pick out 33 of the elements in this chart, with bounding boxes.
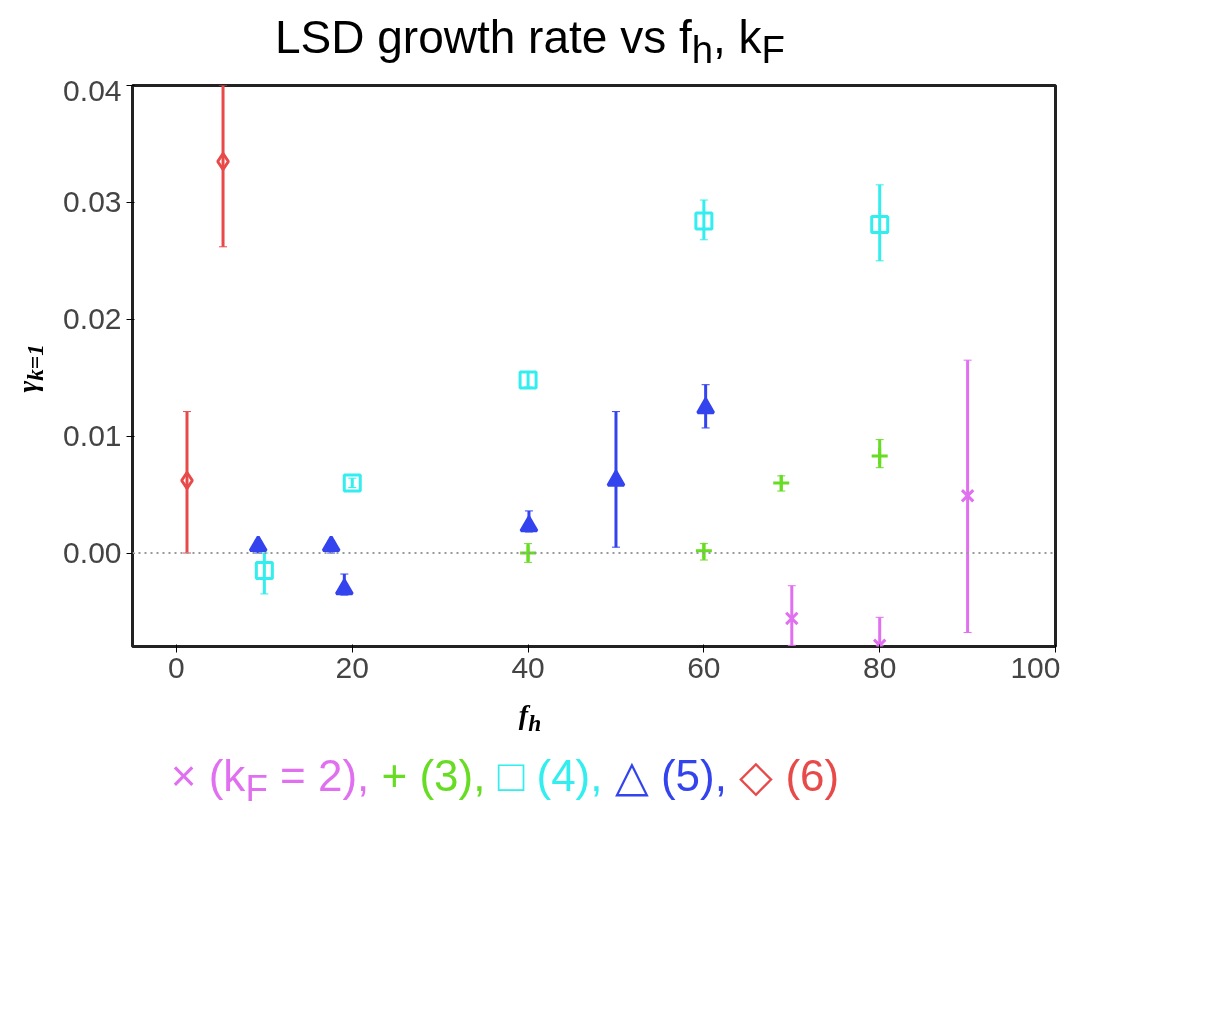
x-tick-label: 60	[687, 650, 721, 684]
y-tick-label: 0.00	[63, 536, 122, 569]
chart-title: LSD growth rate vs f$_{h}$, k$_{F}$	[274, 11, 786, 72]
point	[216, 151, 230, 171]
text: × (k$_{F}$ = 2),	[170, 751, 370, 809]
point	[519, 515, 539, 533]
point	[694, 211, 714, 231]
point	[342, 473, 362, 493]
text: △ (5),	[614, 751, 727, 800]
x-tick-label: 80	[863, 650, 897, 684]
point	[696, 397, 716, 415]
point	[694, 541, 714, 561]
point	[771, 473, 791, 493]
point	[334, 578, 354, 596]
point	[606, 469, 626, 487]
point	[784, 611, 799, 626]
text: + (3),	[381, 751, 486, 800]
text: □ (4),	[497, 751, 603, 800]
point	[870, 215, 890, 235]
y-tick-label: 0.01	[63, 419, 122, 453]
y-tick-label: 0.04	[63, 73, 122, 107]
point	[960, 488, 975, 503]
x-tick-label: 20	[335, 650, 369, 684]
y-tick-label: 0.02	[63, 302, 122, 336]
x-tick-label: 0	[168, 650, 185, 684]
y-tick-label: 0.03	[63, 185, 122, 219]
point	[180, 471, 194, 491]
point	[518, 370, 538, 390]
x-tick-label: 100	[1010, 650, 1061, 684]
x-tick-label: 40	[511, 650, 545, 684]
point	[254, 561, 274, 581]
x-axis-title: f$_{h}$	[518, 699, 542, 736]
text: ◇ (6)	[739, 751, 840, 800]
